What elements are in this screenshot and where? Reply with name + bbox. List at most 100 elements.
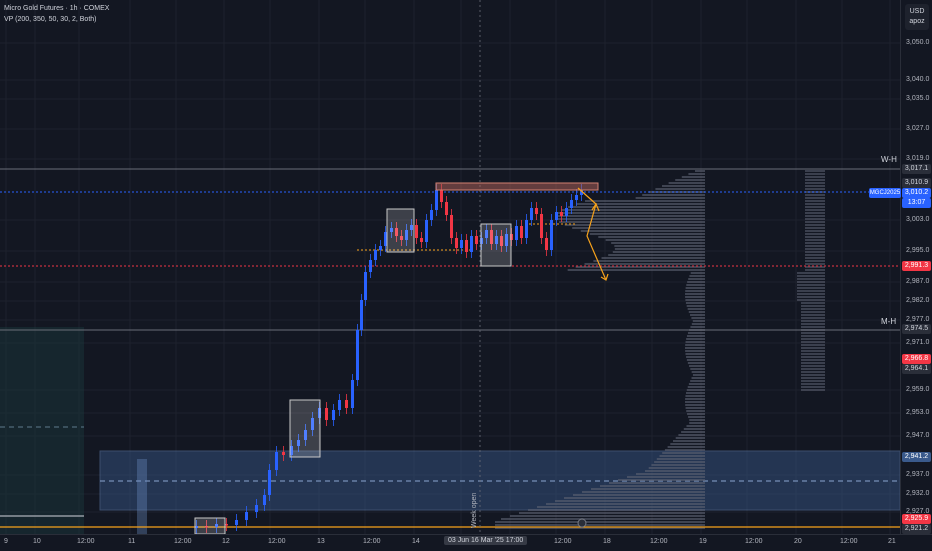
volume-profile-bar — [687, 332, 705, 334]
red-level-tag: 2,991.3 — [902, 261, 931, 271]
volume-profile-bar — [687, 281, 705, 283]
candle-body — [450, 215, 453, 238]
highlight-box-2[interactable] — [386, 208, 415, 253]
candle-body — [374, 250, 377, 260]
volume-profile-bar-right — [805, 248, 825, 250]
price-axis[interactable]: USD apoz 3,050.0 3,040.0 3,035.0 3,027.0 3,0… — [869, 0, 932, 534]
volume-profile-bar — [687, 308, 705, 310]
candle-body — [540, 214, 543, 238]
supply-zone[interactable] — [435, 182, 599, 191]
candle-body — [505, 234, 508, 246]
volume-profile-bar — [690, 326, 705, 328]
volume-profile-bar — [608, 254, 705, 256]
volume-profile-bar — [567, 269, 705, 271]
volume-profile-bar-right — [801, 320, 825, 322]
volume-profile-bar — [689, 419, 705, 421]
volume-profile-bar — [555, 218, 705, 220]
volume-profile-bar — [568, 206, 705, 208]
volume-profile-bar-right — [801, 371, 825, 373]
volume-profile-bar — [559, 221, 705, 223]
volume-profile-bar — [690, 272, 705, 274]
price-tick-label: 2,927.0 — [906, 508, 930, 515]
time-tick-label: 12:00 — [840, 538, 858, 545]
candle-body — [475, 236, 478, 244]
price-tick-label: 2,947.0 — [906, 432, 930, 439]
volume-profile-bar — [687, 413, 705, 415]
candle-body — [430, 210, 433, 220]
volume-profile-bar-right — [801, 305, 825, 307]
candle-body — [345, 400, 348, 408]
highlight-box-3[interactable] — [480, 223, 512, 267]
unit-label: apoz — [909, 18, 925, 25]
volume-profile-bar — [601, 257, 705, 259]
time-tick-label: 18 — [603, 538, 611, 545]
volume-profile-bar — [614, 248, 705, 250]
candle-body — [235, 520, 238, 525]
volume-profile-bar-right — [805, 221, 825, 223]
volume-profile-bar-right — [801, 338, 825, 340]
volume-profile-bar — [690, 380, 705, 382]
volume-profile-bar — [685, 302, 705, 304]
volume-profile-bar-right — [801, 326, 825, 328]
indicator-legend[interactable]: VP (200, 350, 50, 30, 2, Both) — [4, 16, 97, 23]
currency-unit-button[interactable]: USD apoz — [905, 4, 929, 30]
candle-body — [255, 505, 258, 512]
time-tick-label: 12:00 — [268, 538, 286, 545]
volume-profile-bar-right — [801, 362, 825, 364]
volume-profile-bar — [618, 479, 705, 481]
candle-body — [435, 190, 438, 210]
volume-profile-bar — [685, 287, 705, 289]
volume-profile-bar-right — [797, 272, 825, 274]
candle-body — [351, 380, 354, 408]
volume-profile-bar-right — [805, 245, 825, 247]
highlight-box-1[interactable] — [289, 399, 321, 458]
volume-profile-bar — [614, 245, 705, 247]
volume-profile-bar — [495, 524, 705, 526]
volume-profile-bar — [519, 512, 705, 514]
time-tick-label: 12:00 — [745, 538, 763, 545]
event-marker-icon[interactable] — [577, 518, 587, 528]
time-axis[interactable]: 91012:001112:001212:001312:001412:001512… — [0, 534, 932, 551]
price-tick-label: 2,982.0 — [906, 297, 930, 304]
volume-profile-bar — [654, 461, 705, 463]
symbol-title[interactable]: Micro Gold Futures · 1h · COMEX — [4, 5, 110, 12]
volume-profile-bar — [600, 485, 705, 487]
candle-body — [500, 236, 503, 246]
volume-profile-bar — [584, 263, 705, 265]
volume-profile-bar — [546, 503, 705, 505]
volume-profile-bar — [591, 488, 705, 490]
candle-body — [530, 208, 533, 220]
volume-profile-bar — [585, 200, 705, 202]
volume-profile-bar — [686, 356, 705, 358]
volume-profile-bar-right — [801, 365, 825, 367]
candle-body — [338, 400, 341, 410]
candle-body — [415, 225, 418, 238]
symbol-code-tag: MGCJ2025 — [869, 188, 901, 198]
candle-body — [400, 236, 403, 240]
projection-arrow-path[interactable] — [577, 187, 607, 281]
volume-profile-bar — [685, 293, 705, 295]
volume-profile-bar — [662, 452, 705, 454]
chart-canvas[interactable]: Week open — [0, 0, 900, 534]
volume-profile-bar — [580, 230, 705, 232]
time-tick-label: 12:00 — [554, 538, 572, 545]
volume-profile-bar — [681, 176, 705, 178]
time-tick-label: 12:00 — [174, 538, 192, 545]
volume-profile-bar-right — [805, 251, 825, 253]
volume-profile-bar-right — [801, 332, 825, 334]
volume-profile-bar — [528, 509, 705, 511]
volume-profile-bar — [688, 416, 705, 418]
time-tick-label: 12:00 — [77, 538, 95, 545]
highlight-box-4[interactable] — [194, 517, 226, 534]
volume-profile-bar — [537, 506, 705, 508]
volume-profile-bar-right — [797, 296, 825, 298]
candle-body — [580, 190, 583, 195]
candle-body — [379, 246, 382, 250]
blue-zone-inner-bar — [137, 459, 147, 534]
current-price-tag: 3,010.9 — [902, 178, 931, 188]
countdown-tag: 13:07 — [902, 198, 931, 208]
candle-body — [332, 410, 335, 420]
volume-profile-bar — [576, 203, 705, 205]
candle-body — [420, 238, 423, 242]
projection-arrowhead-2 — [600, 273, 609, 281]
